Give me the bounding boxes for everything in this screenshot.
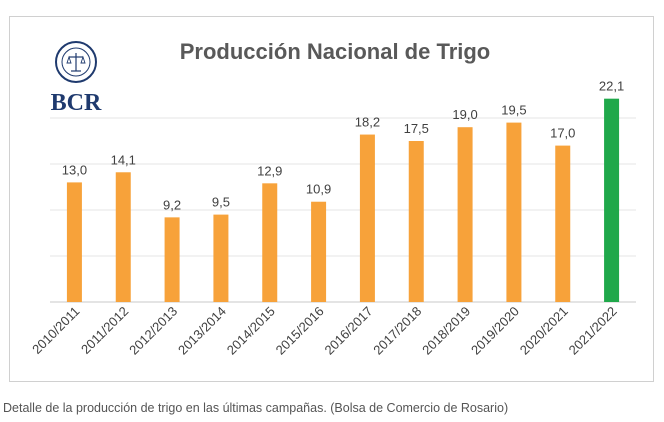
data-label: 22,1: [599, 79, 624, 94]
x-tick-label: 2019/2020: [468, 304, 522, 358]
data-label: 17,5: [404, 121, 429, 136]
x-tick-label: 2015/2016: [273, 304, 327, 358]
x-tick-label: 2020/2021: [517, 304, 571, 358]
bar-2020/2021: [555, 145, 571, 302]
x-tick-label: 2021/2022: [566, 304, 620, 358]
data-label: 14,1: [111, 152, 136, 167]
bar-2011/2012: [115, 172, 131, 302]
x-tick-label: 2017/2018: [370, 304, 424, 358]
bars: [66, 98, 620, 303]
bar-2013/2014: [213, 214, 229, 302]
bar-2017/2018: [408, 141, 424, 302]
x-tick-label: 2014/2015: [224, 304, 278, 358]
x-axis-labels: 2010/20112011/20122012/20132013/20142014…: [29, 304, 620, 358]
bar-2019/2020: [506, 122, 522, 302]
data-label: 18,2: [355, 115, 380, 130]
chart-frame: BCR Producción Nacional de Trigo 13,0 14,…: [9, 16, 654, 382]
x-tick-label: 2016/2017: [321, 304, 375, 358]
bcr-logo: BCR: [51, 41, 102, 116]
data-label: 9,5: [212, 195, 230, 210]
x-tick-label: 2010/2011: [29, 304, 82, 357]
bar-2021/2022: [604, 98, 620, 303]
data-label: 19,0: [452, 107, 477, 122]
data-label: 17,0: [550, 126, 575, 141]
data-label: 13,0: [62, 162, 87, 177]
bar-2015/2016: [311, 201, 327, 302]
grid-lines: [50, 117, 636, 303]
bar-chart: BCR Producción Nacional de Trigo 13,0 14,…: [29, 39, 636, 358]
x-tick-label: 2013/2014: [175, 304, 229, 358]
data-label: 12,9: [257, 163, 282, 178]
data-label: 10,9: [306, 182, 331, 197]
bcr-logo-text: BCR: [51, 90, 102, 116]
bar-2010/2011: [66, 182, 82, 302]
x-tick-label: 2011/2012: [78, 304, 131, 357]
bar-2018/2019: [457, 127, 473, 302]
bcr-seal-icon: [55, 41, 97, 83]
x-tick-label: 2018/2019: [419, 304, 473, 358]
bar-2016/2017: [359, 134, 375, 302]
data-label: 19,5: [501, 103, 526, 118]
x-tick-label: 2012/2013: [126, 304, 180, 358]
bar-2014/2015: [262, 183, 278, 302]
data-label: 9,2: [163, 197, 181, 212]
chart-title: Producción Nacional de Trigo: [180, 39, 491, 64]
figure-caption: Detalle de la producción de trigo en las…: [3, 401, 509, 415]
value-labels: 13,0 14,1 9,2 9,5 12,9 10,9 18,2 17,5 19,0 19,5 17…: [62, 79, 624, 213]
bar-2012/2013: [164, 217, 180, 302]
